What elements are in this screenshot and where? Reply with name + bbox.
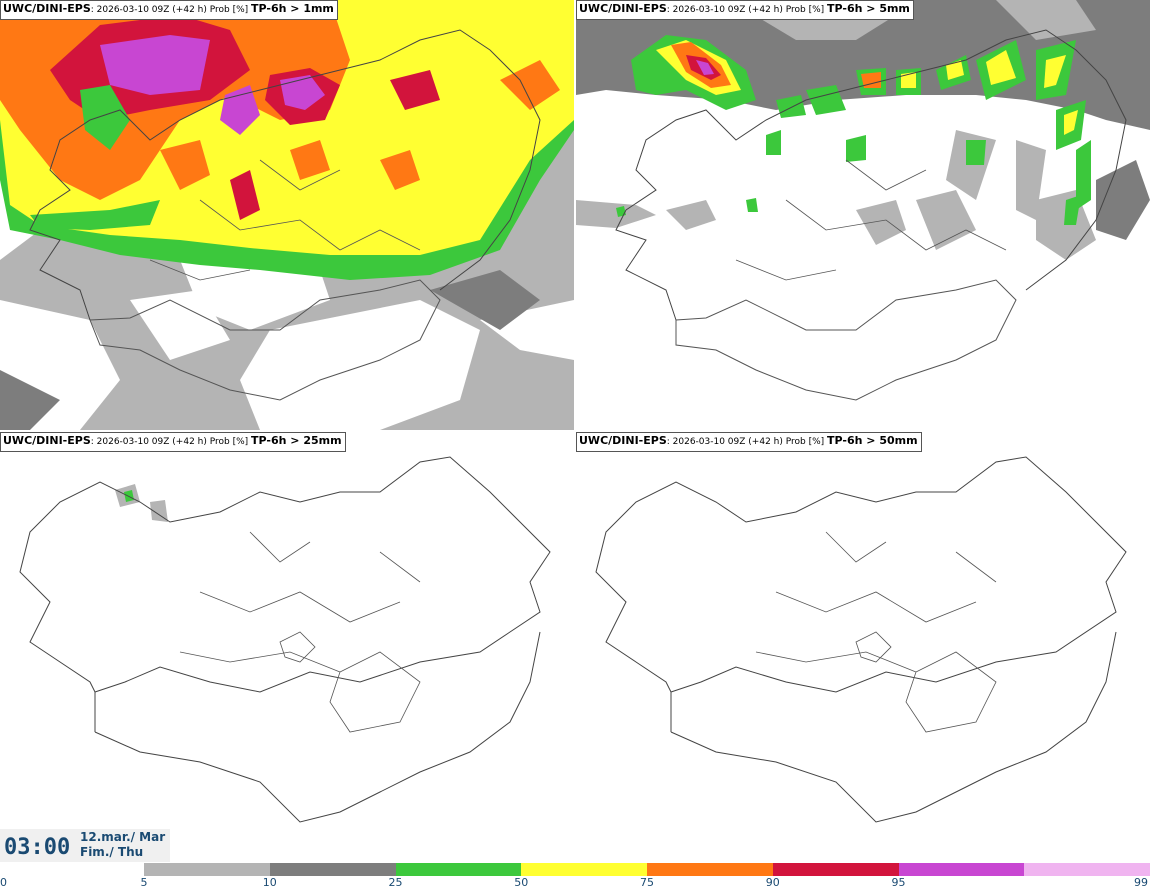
map-panel-25mm: UWC/DINI-EPS: 2026-03-10 09Z (+42 h) Pro… [0, 432, 574, 862]
panel-title: UWC/DINI-EPS: 2026-03-10 09Z (+42 h) Pro… [0, 0, 338, 20]
valid-time: 03:00 [4, 835, 71, 860]
colorbar-tick-label: 95 [891, 876, 906, 889]
valid-date-line2: Fim./ Thu [80, 845, 144, 859]
valid-date-line1: 12.mar./ Mar [80, 830, 166, 844]
colorbar-tick-label: 25 [388, 876, 403, 889]
colorbar-tick-label: 75 [640, 876, 654, 889]
map-panel-5mm: UWC/DINI-EPS: 2026-03-10 09Z (+42 h) Pro… [576, 0, 1150, 430]
threshold-label: TP-6h > 25mm [251, 434, 342, 447]
valid-time-box: 03:00 12.mar./ Mar Fim./ Thu [0, 829, 170, 862]
probability-map-50mm [576, 432, 1150, 862]
colorbar-tick-label: 5 [140, 876, 148, 889]
model-name: UWC/DINI-EPS [3, 434, 91, 447]
threshold-label: TP-6h > 50mm [827, 434, 918, 447]
threshold-label: TP-6h > 5mm [827, 2, 910, 15]
colorbar-segment [1024, 863, 1150, 876]
run-meta: : 2026-03-10 09Z (+42 h) Prob [%] [666, 5, 828, 15]
colorbar-tick-label: 0 [0, 876, 7, 889]
colorbar-segment [647, 863, 774, 876]
valid-date: 12.mar./ Mar Fim./ Thu [80, 830, 165, 860]
colorbar-tick-label: 90 [765, 876, 780, 889]
panel-title: UWC/DINI-EPS: 2026-03-10 09Z (+42 h) Pro… [0, 432, 346, 452]
colorbar-tick-label: 99 [1134, 876, 1148, 889]
colorbar-segment [898, 863, 1025, 876]
panel-title: UWC/DINI-EPS: 2026-03-10 09Z (+42 h) Pro… [576, 432, 922, 452]
run-meta: : 2026-03-10 09Z (+42 h) Prob [%] [90, 5, 252, 15]
colorbar-tick-label: 50 [514, 876, 529, 889]
colorbar-segment [772, 863, 899, 876]
colorbar-segment [144, 863, 271, 876]
panel-title: UWC/DINI-EPS: 2026-03-10 09Z (+42 h) Pro… [576, 0, 914, 20]
map-panel-1mm: UWC/DINI-EPS: 2026-03-10 09Z (+42 h) Pro… [0, 0, 574, 430]
colorbar-segment [395, 863, 522, 876]
run-meta: : 2026-03-10 09Z (+42 h) Prob [%] [90, 437, 252, 447]
probability-map-25mm [0, 432, 574, 862]
probability-map-1mm [0, 0, 574, 430]
colorbar-segment [269, 863, 396, 876]
model-name: UWC/DINI-EPS [579, 2, 667, 15]
threshold-label: TP-6h > 1mm [251, 2, 334, 15]
probability-map-5mm [576, 0, 1150, 430]
map-panel-50mm: UWC/DINI-EPS: 2026-03-10 09Z (+42 h) Pro… [576, 432, 1150, 862]
colorbar-segment [521, 863, 648, 876]
run-meta: : 2026-03-10 09Z (+42 h) Prob [%] [666, 437, 828, 447]
model-name: UWC/DINI-EPS [579, 434, 667, 447]
probability-colorbar [144, 863, 1150, 876]
colorbar-tick-label: 10 [262, 876, 277, 889]
model-name: UWC/DINI-EPS [3, 2, 91, 15]
